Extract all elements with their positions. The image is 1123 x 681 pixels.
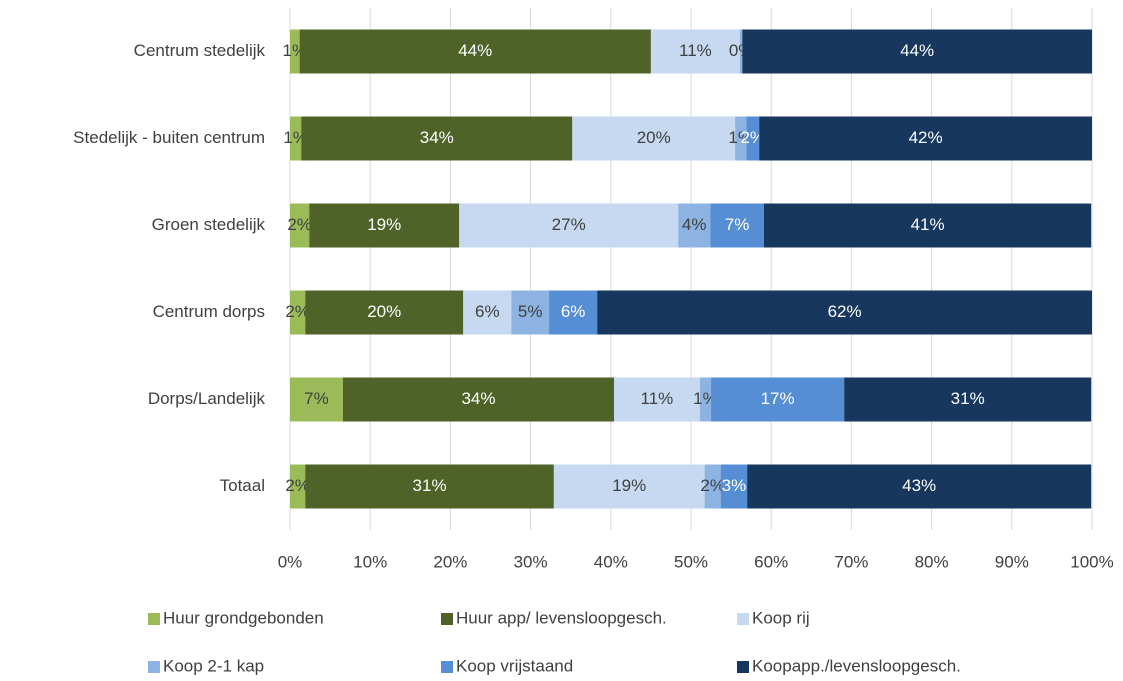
bar-segment: [305, 464, 554, 509]
x-tick-label: 70%: [834, 552, 868, 571]
data-label: 11%: [641, 389, 674, 408]
bar-segment: [742, 29, 1092, 74]
category-label: Centrum stedelijk: [134, 41, 266, 60]
bar-segment: [463, 290, 512, 335]
data-label: 44%: [458, 41, 492, 60]
legend-label: Koop vrijstaand: [456, 656, 573, 675]
data-label: 2%: [700, 476, 725, 495]
bar-segment: [305, 290, 464, 335]
x-tick-label: 40%: [594, 552, 628, 571]
x-tick-label: 0%: [278, 552, 303, 571]
data-label: 34%: [461, 389, 495, 408]
data-label: 3%: [722, 476, 747, 495]
data-label: 6%: [475, 302, 500, 321]
bar-segment: [614, 377, 700, 422]
x-tick-label: 100%: [1070, 552, 1113, 571]
data-label: 20%: [637, 128, 671, 147]
legend-swatch: [737, 613, 749, 625]
data-label: 41%: [911, 215, 945, 234]
bar-segment: [746, 116, 760, 161]
category-label: Stedelijk - buiten centrum: [73, 128, 265, 147]
data-label: 4%: [682, 215, 707, 234]
x-tick-label: 30%: [514, 552, 548, 571]
category-label: Totaal: [220, 476, 265, 495]
x-tick-label: 20%: [433, 552, 467, 571]
bar-segment: [301, 116, 573, 161]
bar-segment: [711, 377, 845, 422]
legend-swatch: [441, 661, 453, 673]
bar-segment: [763, 203, 1092, 248]
bar-segment: [290, 203, 310, 248]
data-label: 6%: [561, 302, 586, 321]
data-label: 27%: [552, 215, 586, 234]
category-label: Dorps/Landelijk: [148, 389, 266, 408]
bar-segment: [549, 290, 598, 335]
bar-segment: [290, 116, 302, 161]
data-label: 43%: [902, 476, 936, 495]
bar-segment: [290, 290, 306, 335]
bar-segment: [704, 464, 721, 509]
bar-segment: [342, 377, 615, 422]
data-label: 44%: [900, 41, 934, 60]
legend-swatch: [737, 661, 749, 673]
data-label: 31%: [951, 389, 985, 408]
bar-segment: [553, 464, 705, 509]
data-label: 2%: [740, 128, 765, 147]
data-label: 34%: [420, 128, 454, 147]
data-label: 19%: [367, 215, 401, 234]
bar-segment: [299, 29, 651, 74]
bar-segment: [597, 290, 1092, 335]
legend-swatch: [441, 613, 453, 625]
bar-segment: [739, 29, 743, 74]
x-tick-label: 80%: [915, 552, 949, 571]
legend-label: Koop 2-1 kap: [163, 656, 264, 675]
bar-segment: [290, 464, 306, 509]
data-label: 2%: [285, 476, 310, 495]
bar-segment: [678, 203, 711, 248]
category-label: Groen stedelijk: [152, 215, 266, 234]
data-label: 2%: [285, 302, 310, 321]
bar-segment: [735, 116, 747, 161]
x-tick-label: 90%: [995, 552, 1029, 571]
data-label: 7%: [725, 215, 750, 234]
bar-segment: [699, 377, 712, 422]
data-label: 17%: [761, 389, 795, 408]
bar-segment: [759, 116, 1092, 161]
bar-segment: [650, 29, 740, 74]
bar-segment: [459, 203, 679, 248]
bar-segment: [572, 116, 736, 161]
bar-segment: [844, 377, 1092, 422]
data-label: 11%: [679, 41, 712, 60]
bar-segment: [511, 290, 550, 335]
legend-label: Huur app/ levensloopgesch.: [456, 608, 667, 627]
x-tick-label: 60%: [754, 552, 788, 571]
data-label: 5%: [518, 302, 543, 321]
bar-segment: [290, 29, 300, 74]
data-label: 42%: [909, 128, 943, 147]
legend-label: Koopapp./levensloopgesch.: [752, 656, 961, 675]
bar-segment: [747, 464, 1092, 509]
legend-label: Huur grondgebonden: [163, 608, 324, 627]
legend-swatch: [148, 661, 160, 673]
bar-segment: [720, 464, 748, 509]
data-label: 19%: [612, 476, 646, 495]
legend-label: Koop rij: [752, 608, 810, 627]
data-label: 31%: [413, 476, 447, 495]
legend-swatch: [148, 613, 160, 625]
x-tick-label: 50%: [674, 552, 708, 571]
bar-segment: [290, 377, 343, 422]
bar-segment: [710, 203, 764, 248]
category-label: Centrum dorps: [153, 302, 265, 321]
data-label: 7%: [304, 389, 329, 408]
data-label: 62%: [828, 302, 862, 321]
data-label: 20%: [367, 302, 401, 321]
bar-segment: [309, 203, 460, 248]
data-label: 2%: [287, 215, 312, 234]
x-tick-label: 10%: [353, 552, 387, 571]
